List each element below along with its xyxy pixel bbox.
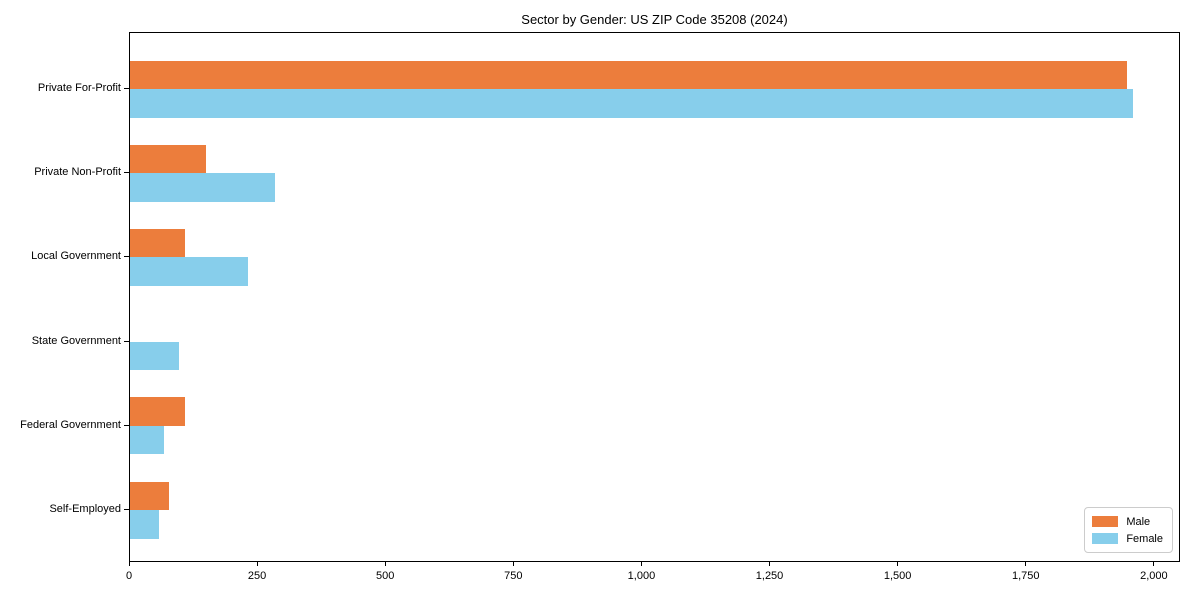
legend-label-female: Female — [1126, 532, 1163, 545]
y-axis-label-private-for-profit: Private For-Profit — [37, 82, 121, 94]
legend-label-male: Male — [1126, 515, 1151, 528]
x-tick-250 — [256, 561, 258, 566]
x-tick-label-750: 750 — [504, 570, 523, 582]
bar-private-for-profit-male — [130, 60, 1128, 89]
x-tick-label-0: 0 — [125, 570, 133, 582]
x-tick-0 — [128, 561, 130, 566]
x-tick-2000 — [1153, 561, 1155, 566]
x-tick-1000 — [640, 561, 642, 566]
y-axis-label-state-government: State Government — [31, 334, 121, 347]
x-tick-1500 — [897, 561, 899, 566]
bar-self-employed-female — [130, 510, 160, 539]
chart-title: Sector by Gender: US ZIP Code 35208 (202… — [521, 12, 788, 27]
y-tick-private-for-profit — [124, 88, 129, 89]
y-tick-local-government — [124, 256, 129, 258]
bar-local-government-male — [130, 228, 185, 258]
y-tick-private-non-profit — [124, 172, 129, 174]
x-tick-1750 — [1025, 561, 1027, 566]
y-axis-label-self-employed: Self-Employed — [49, 503, 121, 515]
bar-private-non-profit-male — [130, 144, 206, 174]
x-tick-label-2000: 2,000 — [1140, 570, 1168, 582]
bar-federal-government-female — [130, 425, 164, 455]
x-tick-label-1250: 1,250 — [755, 570, 784, 582]
legend-item-male: Male — [1092, 513, 1163, 530]
bar-local-government-female — [130, 257, 248, 286]
female-series-swatch — [1092, 533, 1119, 544]
x-tick-label-1000: 1,000 — [627, 570, 656, 582]
y-axis-label-private-non-profit: Private Non-Profit — [34, 166, 121, 179]
y-tick-federal-government — [124, 424, 129, 426]
y-tick-state-government — [124, 340, 129, 342]
y-axis-label-local-government: Local Government — [31, 250, 121, 263]
bar-private-for-profit-female — [130, 89, 1134, 118]
y-axis-label-federal-government: Federal Government — [20, 418, 121, 431]
legend: Male Female — [1084, 507, 1173, 553]
x-tick-750 — [512, 561, 514, 566]
x-tick-1250 — [769, 561, 771, 566]
bar-private-non-profit-female — [130, 173, 275, 202]
bar-federal-government-male — [130, 397, 185, 426]
y-tick-self-employed — [124, 509, 129, 510]
bar-state-government-female — [130, 341, 180, 371]
x-tick-label-1500: 1,500 — [883, 570, 912, 582]
x-tick-500 — [384, 561, 386, 566]
x-tick-label-500: 500 — [376, 570, 395, 582]
bar-self-employed-male — [130, 481, 169, 510]
x-tick-label-250: 250 — [247, 570, 267, 582]
x-tick-label-1750: 1,750 — [1011, 570, 1040, 582]
legend-item-female: Female — [1092, 530, 1163, 547]
male-series-swatch — [1092, 516, 1119, 527]
plot-area: Male Female — [129, 32, 1180, 562]
